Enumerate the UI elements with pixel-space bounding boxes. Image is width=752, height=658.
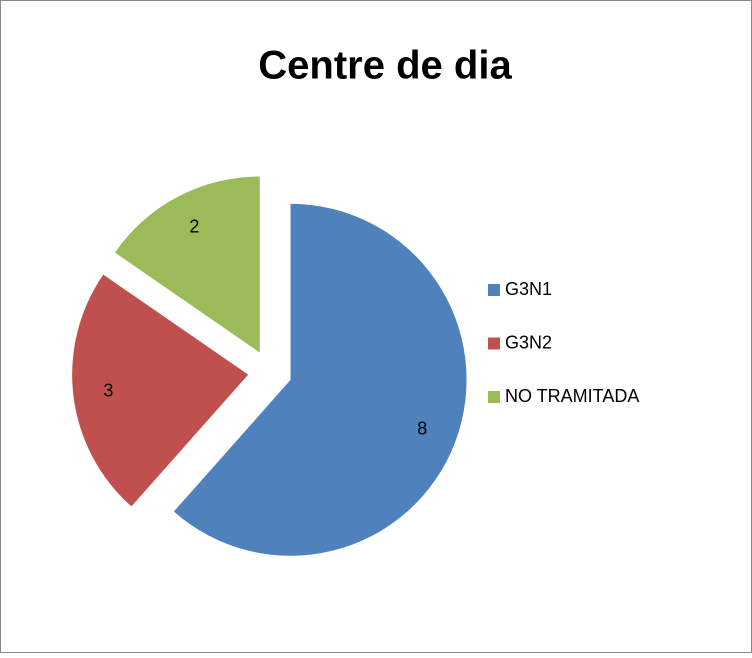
legend-swatch <box>488 337 500 350</box>
chart-title: Centre de dia <box>258 44 512 88</box>
legend-label: G3N1 <box>505 279 552 299</box>
pie-slice <box>72 274 249 507</box>
legend-swatch <box>488 284 500 296</box>
legend-swatch <box>488 391 500 403</box>
data-label: 8 <box>417 418 427 438</box>
legend-label: NO TRAMITADA <box>505 386 639 406</box>
data-label: 3 <box>103 380 113 400</box>
pie-slice <box>114 176 260 353</box>
legend-label: G3N2 <box>505 332 552 352</box>
pie-slice <box>173 203 467 556</box>
data-label: 2 <box>189 217 199 237</box>
